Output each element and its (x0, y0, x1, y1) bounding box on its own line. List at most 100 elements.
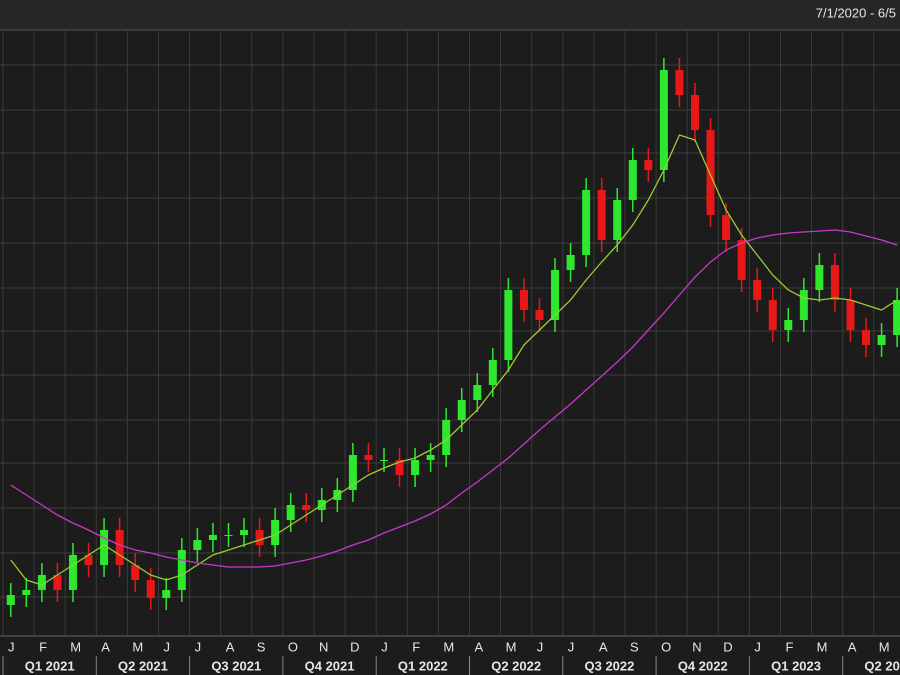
candle-body (6, 595, 15, 605)
candle-body (551, 270, 560, 320)
candle-body (815, 265, 824, 290)
x-tick-label: O (661, 639, 671, 654)
candle-body (675, 70, 684, 95)
x-tick-label: S (630, 639, 639, 654)
x-tick-label: F (39, 639, 47, 654)
candle-body (255, 530, 264, 545)
candle-body (100, 530, 109, 565)
x-tick-label: F (412, 639, 420, 654)
x-tick-label: M (132, 639, 143, 654)
candle-body (271, 520, 280, 545)
candle-body (240, 530, 249, 535)
candle-body (84, 555, 93, 565)
x-tick-label: J (568, 639, 575, 654)
candle-body (115, 530, 124, 565)
candle-body (519, 290, 528, 310)
x-tick-label: N (692, 639, 701, 654)
candle-body (364, 455, 373, 460)
x-tick-label: A (475, 639, 484, 654)
x-tick-label: J (195, 639, 202, 654)
quarter-label: Q2 2022 (491, 658, 541, 673)
candle-body (208, 535, 217, 540)
candle-body (799, 290, 808, 320)
moving-average-line (10, 229, 898, 568)
candle-body (566, 255, 575, 270)
quarter-label: Q1 2023 (771, 658, 821, 673)
candle-body (504, 290, 513, 360)
candle-body (488, 360, 497, 385)
candle-body (706, 130, 715, 215)
candle-body (131, 565, 140, 580)
x-tick-label: A (226, 639, 235, 654)
candle-body (37, 575, 46, 590)
candle-body (659, 70, 668, 170)
x-tick-label: M (817, 639, 828, 654)
x-tick-label: J (381, 639, 388, 654)
x-tick-label: F (786, 639, 794, 654)
candle-body (722, 215, 731, 240)
x-tick-label: M (70, 639, 81, 654)
candle-body (348, 455, 357, 490)
candle-body (286, 505, 295, 520)
candle-body (862, 330, 871, 345)
candle-body (644, 160, 653, 170)
candle-body (690, 95, 699, 130)
candle-body (146, 580, 155, 598)
candle-body (753, 280, 762, 300)
candle-body (473, 385, 482, 400)
candle-body (846, 300, 855, 330)
candle-body (379, 460, 388, 461)
candle-body (877, 335, 886, 345)
quarter-label: Q4 2021 (305, 658, 355, 673)
candle-body (768, 300, 777, 330)
x-tick-label: M (443, 639, 454, 654)
candle-body (457, 400, 466, 420)
x-tick-label: M (506, 639, 517, 654)
candle-body (177, 550, 186, 590)
candle-body (535, 310, 544, 320)
quarter-label: Q3 2022 (585, 658, 635, 673)
candle-body (53, 575, 62, 590)
quarter-label: Q3 2021 (211, 658, 261, 673)
candle-body (22, 590, 31, 595)
candle-body (613, 200, 622, 240)
candle-body (893, 300, 900, 335)
x-tick-label: D (350, 639, 359, 654)
candle-body (68, 555, 77, 590)
x-tick-label: A (848, 639, 857, 654)
quarter-label: Q4 2022 (678, 658, 728, 673)
candle-body (597, 190, 606, 240)
x-tick-label: A (101, 639, 110, 654)
candle-body (830, 265, 839, 300)
candle-body (395, 460, 404, 475)
x-tick-label: N (319, 639, 328, 654)
candle-body (426, 455, 435, 460)
candle-body (302, 505, 311, 510)
moving-average-line (10, 134, 898, 586)
quarter-label: Q2 2021 (118, 658, 168, 673)
x-tick-label: O (288, 639, 298, 654)
quarter-label: Q1 2022 (398, 658, 448, 673)
x-tick-label: A (599, 639, 608, 654)
plot (6, 58, 900, 617)
candle-body (193, 540, 202, 550)
quarter-label: Q2 2023 (864, 658, 900, 673)
candle-body (411, 460, 420, 475)
x-tick-label: J (164, 639, 171, 654)
x-tick-label: S (257, 639, 266, 654)
x-tick-label: J (537, 639, 544, 654)
candle-body (737, 240, 746, 280)
candle-body (628, 160, 637, 200)
candle-body (784, 320, 793, 330)
date-range: 7/1/2020 - 6/5 (816, 5, 896, 20)
candle-body (224, 535, 233, 536)
x-tick-label: J (754, 639, 761, 654)
candle-body (582, 190, 591, 255)
x-tick-label: M (879, 639, 890, 654)
x-tick-label: D (723, 639, 732, 654)
header-bar (0, 0, 900, 30)
quarter-label: Q1 2021 (25, 658, 75, 673)
